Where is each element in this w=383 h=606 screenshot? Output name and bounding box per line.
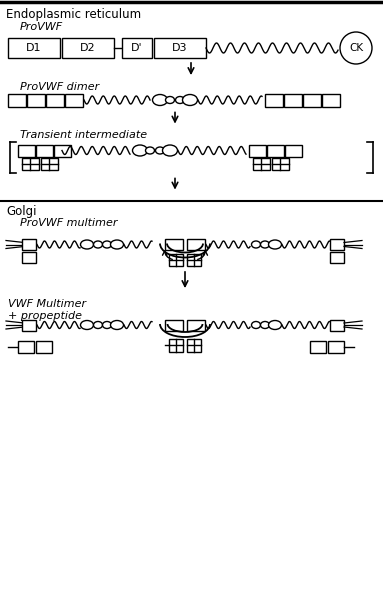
Bar bbox=[284, 93, 302, 107]
Bar bbox=[303, 93, 321, 107]
Ellipse shape bbox=[80, 321, 93, 330]
Text: D': D' bbox=[131, 43, 143, 53]
Bar bbox=[310, 341, 326, 353]
Bar bbox=[169, 339, 183, 351]
Bar bbox=[36, 144, 53, 156]
Text: CK: CK bbox=[349, 43, 363, 53]
Ellipse shape bbox=[268, 321, 282, 330]
Bar bbox=[41, 158, 58, 170]
Bar bbox=[8, 93, 26, 107]
Bar bbox=[330, 252, 344, 263]
Ellipse shape bbox=[93, 241, 103, 248]
Ellipse shape bbox=[165, 96, 175, 104]
Ellipse shape bbox=[111, 321, 123, 330]
Bar bbox=[267, 144, 284, 156]
Ellipse shape bbox=[111, 240, 123, 249]
Ellipse shape bbox=[146, 147, 154, 154]
Bar bbox=[249, 144, 266, 156]
Bar bbox=[36, 341, 52, 353]
Bar bbox=[187, 319, 205, 330]
Text: ProVWF dimer: ProVWF dimer bbox=[20, 82, 99, 92]
Ellipse shape bbox=[152, 95, 167, 105]
Ellipse shape bbox=[162, 145, 177, 156]
Bar bbox=[18, 341, 34, 353]
Ellipse shape bbox=[103, 241, 111, 248]
Bar bbox=[154, 38, 206, 58]
Text: Transient intermediate: Transient intermediate bbox=[20, 130, 147, 141]
Text: D3: D3 bbox=[172, 43, 188, 53]
Bar bbox=[27, 93, 45, 107]
Bar bbox=[187, 239, 205, 250]
Text: D2: D2 bbox=[80, 43, 96, 53]
Ellipse shape bbox=[133, 145, 147, 156]
Bar bbox=[46, 93, 64, 107]
Bar bbox=[187, 254, 201, 266]
Bar bbox=[18, 144, 35, 156]
Ellipse shape bbox=[260, 241, 270, 248]
Bar bbox=[322, 93, 340, 107]
Ellipse shape bbox=[252, 322, 260, 328]
Bar bbox=[330, 319, 344, 330]
Text: Golgi: Golgi bbox=[6, 204, 36, 218]
Bar bbox=[272, 158, 289, 170]
Text: ProVWF: ProVWF bbox=[20, 22, 63, 32]
Bar bbox=[285, 144, 302, 156]
Bar bbox=[265, 93, 283, 107]
Bar bbox=[62, 38, 114, 58]
Bar bbox=[8, 38, 60, 58]
Ellipse shape bbox=[93, 322, 103, 328]
Bar bbox=[65, 93, 83, 107]
Bar bbox=[187, 339, 201, 351]
Bar bbox=[22, 319, 36, 330]
Bar bbox=[169, 254, 183, 266]
Bar bbox=[165, 319, 183, 330]
Circle shape bbox=[340, 32, 372, 64]
Ellipse shape bbox=[80, 240, 93, 249]
Ellipse shape bbox=[103, 322, 111, 328]
Ellipse shape bbox=[268, 240, 282, 249]
Bar bbox=[253, 158, 270, 170]
Bar bbox=[54, 144, 71, 156]
Bar bbox=[122, 38, 152, 58]
Text: VWF Multimer
+ propeptide: VWF Multimer + propeptide bbox=[8, 299, 86, 321]
Bar bbox=[22, 239, 36, 250]
Bar bbox=[330, 239, 344, 250]
Bar bbox=[22, 252, 36, 263]
Bar bbox=[328, 341, 344, 353]
Ellipse shape bbox=[260, 322, 270, 328]
Ellipse shape bbox=[183, 95, 198, 105]
Text: Endoplasmic reticulum: Endoplasmic reticulum bbox=[6, 8, 141, 21]
Ellipse shape bbox=[175, 96, 185, 104]
Bar bbox=[22, 158, 39, 170]
Text: ProVWF multimer: ProVWF multimer bbox=[20, 219, 118, 228]
Text: D1: D1 bbox=[26, 43, 42, 53]
Bar bbox=[165, 239, 183, 250]
Ellipse shape bbox=[252, 241, 260, 248]
Ellipse shape bbox=[155, 147, 165, 154]
